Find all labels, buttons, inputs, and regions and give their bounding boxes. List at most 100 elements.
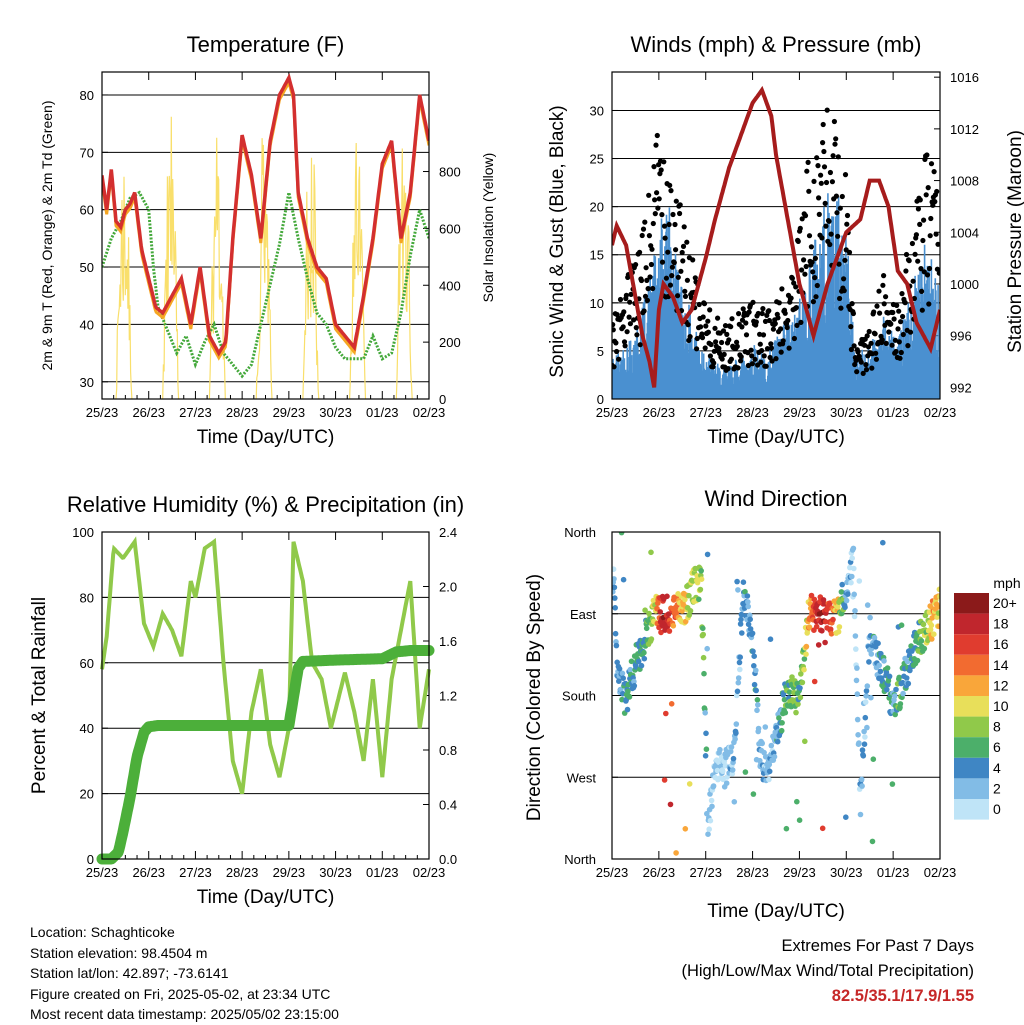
gust-point (793, 305, 799, 311)
x-tick-label: 27/23 (689, 405, 722, 420)
gust-point (883, 294, 889, 300)
direction-point (849, 573, 855, 580)
gust-point (684, 277, 691, 283)
gust-point (612, 364, 617, 370)
plot-frame (101, 531, 430, 860)
legend-swatch (954, 675, 989, 696)
direction-point (706, 826, 712, 832)
direction-point (842, 604, 848, 611)
gust-point (671, 260, 677, 266)
gust-point (667, 282, 674, 288)
gust-point (835, 154, 841, 160)
y2-tick-label: 1000 (950, 277, 979, 292)
gust-point (906, 258, 912, 264)
direction-point (686, 592, 692, 599)
gust-point (812, 255, 819, 261)
direction-point (845, 591, 851, 597)
gust-point (638, 277, 645, 284)
gust-point (645, 286, 651, 292)
direction-point (878, 650, 884, 657)
gust-point (895, 326, 901, 332)
gust-point (669, 264, 676, 270)
gust-point (669, 273, 675, 279)
gust-point (772, 321, 778, 327)
y-tick-label: 25 (590, 152, 604, 167)
direction-point (618, 686, 624, 693)
gust-point (639, 232, 645, 239)
elevation-text: Station elevation: 98.4504 m (30, 944, 208, 961)
direction-point (700, 631, 706, 638)
direction-point (929, 615, 935, 621)
direction-point (729, 767, 736, 773)
y-axis-label: Direction (Colored By Speed) (524, 574, 545, 821)
direction-point (868, 651, 875, 657)
gust-point (920, 237, 926, 244)
y2-tick-label: 200 (439, 335, 461, 350)
y-axis-label: Sonic Wind & Gust (Blue, Black) (547, 105, 568, 377)
extremes-values: 82.5/35.1/17.9/1.55 (831, 987, 974, 1005)
gust-point (726, 337, 732, 343)
plot-area (612, 532, 940, 856)
station-info: Location: Schaghticoke Station elevation… (30, 922, 339, 1025)
gust-point (893, 348, 899, 355)
gust-point (725, 366, 731, 372)
direction-point (851, 591, 857, 598)
gust-point (846, 249, 853, 255)
gust-point (780, 338, 786, 344)
gust-point (934, 188, 940, 195)
gust-point (806, 233, 813, 239)
direction-point (750, 791, 757, 797)
y-tick-label: 70 (80, 145, 94, 160)
direction-point (867, 614, 873, 621)
gust-point (694, 335, 700, 342)
direction-point (898, 622, 905, 628)
direction-point (861, 728, 867, 735)
panel-title: Relative Humidity (%) & Precipitation (i… (67, 492, 464, 517)
y-tick-label: 5 (597, 344, 604, 359)
gust-point (852, 361, 858, 368)
legend-swatch (954, 737, 989, 758)
y2-tick-label: 0.8 (439, 743, 457, 758)
x-tick-label: 30/23 (830, 405, 863, 420)
gust-point (811, 178, 817, 184)
direction-point (733, 730, 739, 736)
gust-point (666, 221, 672, 228)
direction-point (657, 609, 663, 615)
gust-point (915, 258, 921, 264)
gust-point (844, 221, 850, 227)
direction-point (836, 624, 843, 630)
direction-point (667, 801, 674, 808)
gust-point (917, 221, 923, 227)
plot-area (96, 536, 435, 865)
gust-point (761, 353, 767, 359)
gust-point (927, 233, 933, 239)
gust-point (612, 322, 616, 328)
gust-point (925, 185, 931, 191)
gust-point (873, 350, 879, 356)
gust-point (739, 324, 745, 330)
direction-point (686, 612, 693, 618)
gust-point (834, 210, 840, 216)
y-tick-label: 40 (80, 721, 94, 736)
direction-point (914, 657, 921, 664)
direction-point (754, 707, 760, 714)
gust-point (894, 302, 900, 308)
gust-point (624, 329, 630, 335)
direction-point (708, 797, 715, 804)
gust-point (662, 235, 668, 241)
gust-point (858, 359, 864, 365)
direction-point (751, 653, 757, 659)
direction-point (811, 596, 818, 603)
y-tick-label: 60 (80, 203, 94, 218)
dewpoint-series (102, 190, 429, 379)
gust-point (633, 325, 639, 331)
direction-point (710, 783, 717, 789)
gust-point (682, 293, 689, 299)
legend-label: 20+ (993, 595, 1017, 611)
direction-point (698, 568, 704, 574)
gust-point (640, 226, 647, 232)
gust-point (646, 192, 652, 198)
gust-point (699, 335, 706, 341)
gust-point (809, 259, 815, 265)
direction-point (747, 616, 753, 623)
